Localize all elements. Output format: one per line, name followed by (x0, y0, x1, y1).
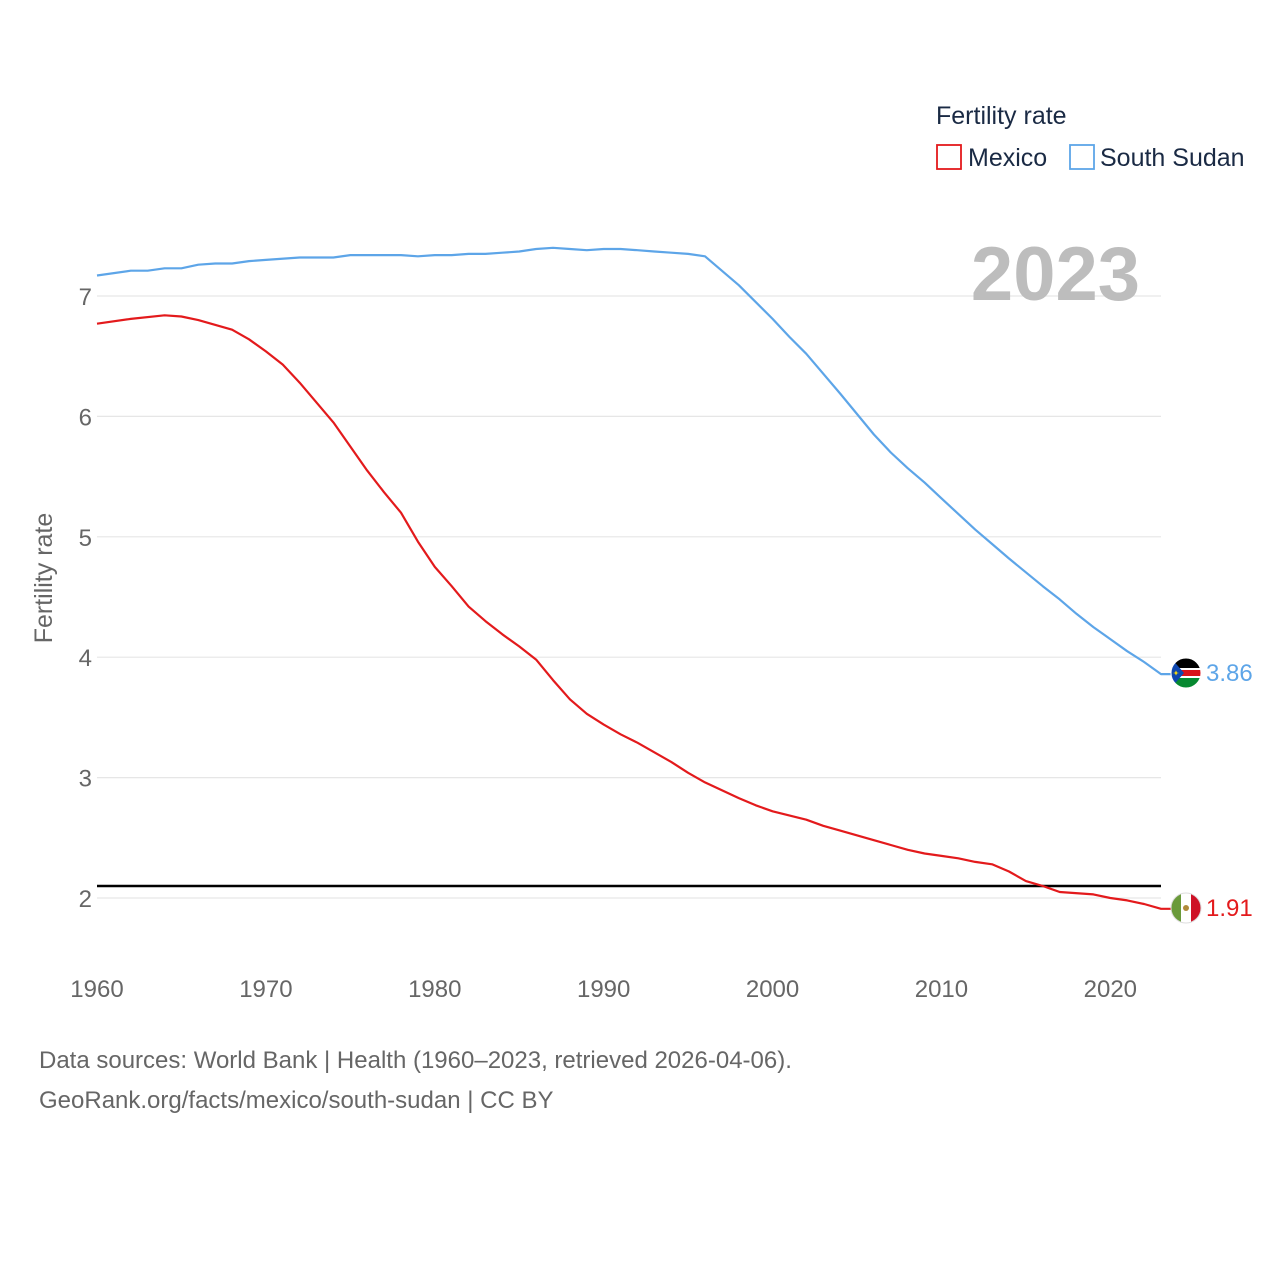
x-tick-label: 2000 (746, 976, 799, 1003)
mexico-flag-border (1170, 892, 1202, 924)
x-tick-label: 1970 (239, 976, 292, 1003)
y-tick-label: 2 (79, 886, 92, 913)
series-line-south-sudan[interactable] (96, 246, 1171, 676)
legend: Fertility rate Mexico South Sudan (936, 102, 1245, 172)
series-line-mexico[interactable] (96, 314, 1171, 910)
gridlines (97, 295, 1161, 899)
south-sudan-flag-border (1170, 657, 1202, 689)
legend-label-mexico[interactable]: Mexico (968, 144, 1047, 172)
legend-label-south-sudan[interactable]: South Sudan (1100, 144, 1245, 172)
end-label-mexico: 1.91 (1206, 895, 1253, 922)
y-tick-label: 3 (79, 766, 92, 793)
y-axis-label: Fertility rate (30, 513, 58, 644)
attribution-link[interactable]: GeoRank.org/facts/mexico/south-sudan | C… (39, 1087, 553, 1114)
x-axis-ticks: 1960 1970 1980 1990 2000 2010 2020 (70, 976, 1137, 1003)
x-tick-label: 2010 (915, 976, 968, 1003)
legend-swatch-south-sudan[interactable] (1069, 144, 1095, 170)
x-tick-label: 2020 (1084, 976, 1137, 1003)
data-source-text: Data sources: World Bank | Health (1960–… (39, 1047, 792, 1074)
south-sudan-flag-icon (1171, 658, 1201, 688)
y-tick-label: 6 (79, 404, 92, 431)
x-tick-label: 1960 (70, 976, 123, 1003)
mexico-flag-icon (1171, 893, 1201, 923)
y-tick-label: 7 (79, 284, 92, 311)
year-label: 2023 (971, 232, 1140, 317)
series-lines (96, 246, 1171, 910)
x-tick-label: 1980 (408, 976, 461, 1003)
legend-swatch-mexico[interactable] (936, 144, 962, 170)
end-label-south-sudan: 3.86 (1206, 660, 1253, 687)
y-tick-label: 5 (79, 525, 92, 552)
x-tick-label: 1990 (577, 976, 630, 1003)
y-axis-ticks: 2 3 4 5 6 7 (79, 284, 92, 913)
legend-title: Fertility rate (936, 102, 1067, 130)
y-tick-label: 4 (79, 645, 92, 672)
